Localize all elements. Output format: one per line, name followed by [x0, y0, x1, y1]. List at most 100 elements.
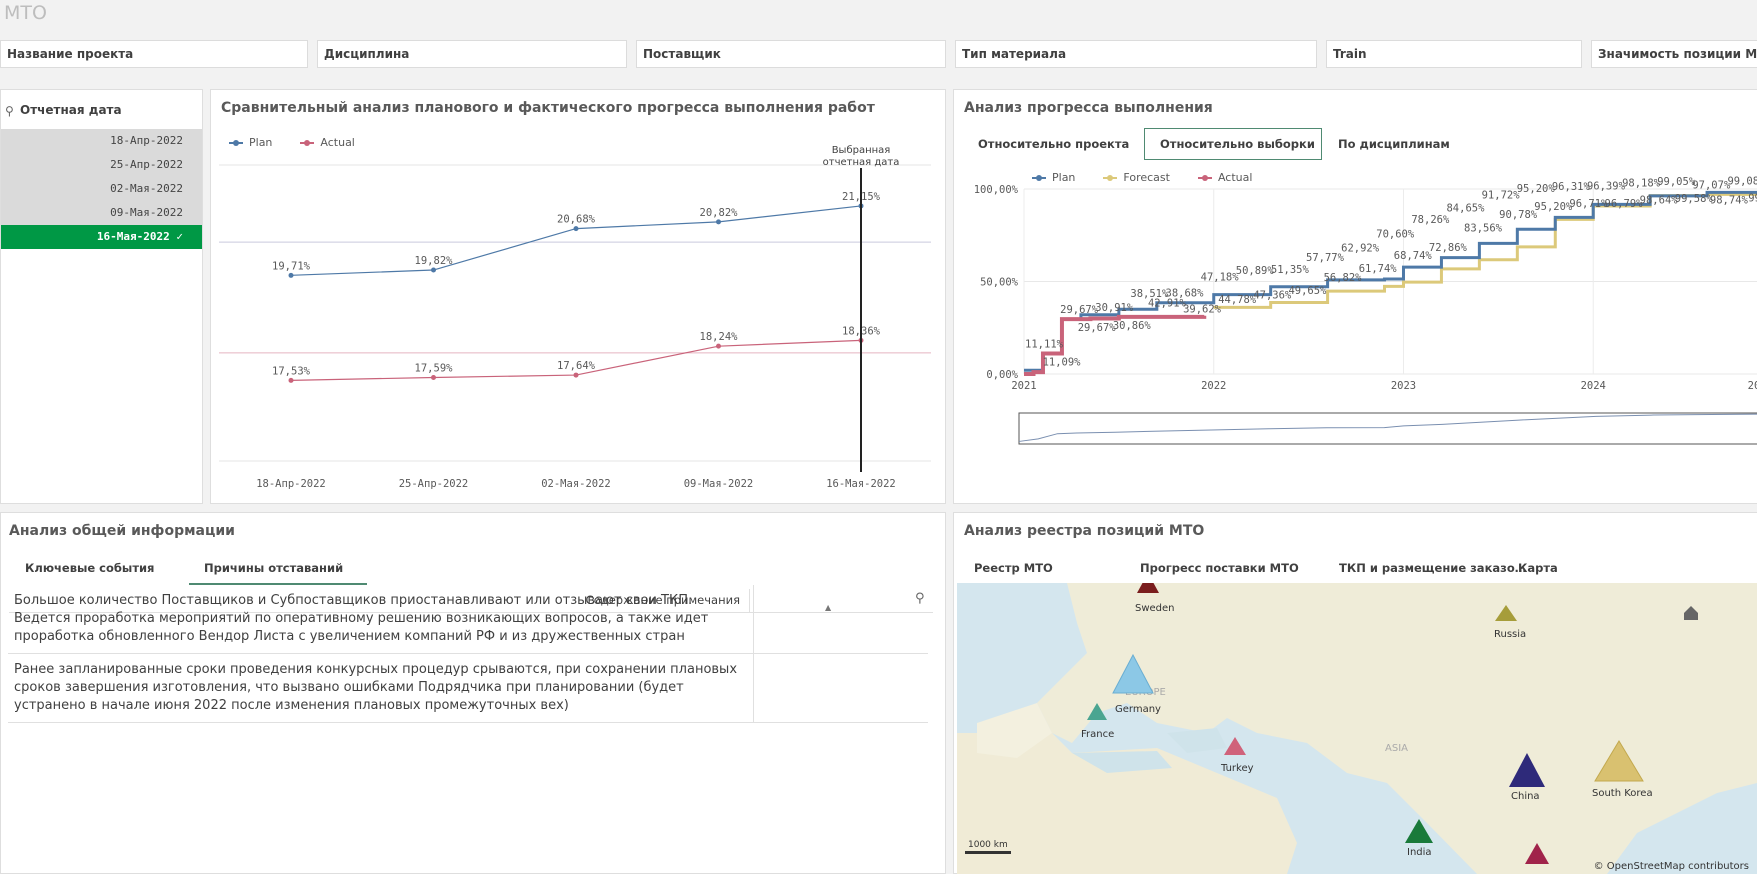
- data-label: 30,91%: [1095, 302, 1134, 314]
- legend-forecast[interactable]: Forecast: [1103, 171, 1170, 184]
- black-sea: [1167, 728, 1227, 753]
- map-view[interactable]: EUROPE ASIA Sweden Russia Germany France…: [957, 583, 1757, 874]
- table-row[interactable]: Большое количество Поставщиков и Субпост…: [8, 585, 928, 654]
- map-label-south-korea: South Korea: [1592, 788, 1653, 799]
- data-label: 42,91%: [1148, 298, 1187, 310]
- map-marker-france[interactable]: [1087, 703, 1107, 720]
- search-icon[interactable]: ⚲: [915, 591, 925, 606]
- home-icon[interactable]: [1684, 606, 1698, 620]
- compare-chart[interactable]: 19,71%19,82%20,68%20,82%21,15%17,53%17,5…: [211, 90, 946, 504]
- data-point[interactable]: [431, 267, 436, 273]
- data-label: 39,62%: [1183, 304, 1222, 316]
- x-tick-label: 09-Мая-2022: [684, 478, 754, 490]
- map-label-china: China: [1511, 791, 1540, 802]
- data-point[interactable]: [431, 374, 436, 380]
- filter-discipline[interactable]: Дисциплина: [317, 40, 627, 68]
- tab-delivery-progress[interactable]: Прогресс поставки МТО: [1140, 561, 1299, 575]
- map-label-russia: Russia: [1494, 629, 1526, 640]
- region-label: ASIA: [1385, 743, 1408, 754]
- data-label: 70,60%: [1376, 228, 1415, 240]
- sort-ascending-icon[interactable]: ▲: [825, 603, 832, 612]
- map-marker-russia[interactable]: [1495, 605, 1517, 621]
- forecast-swatch: [1103, 174, 1118, 181]
- data-label: 38,68%: [1166, 287, 1205, 299]
- legend-plan[interactable]: Plan: [1032, 171, 1075, 184]
- date-item[interactable]: 25-Апр-2022: [1, 153, 202, 177]
- data-label: 99,61: [1748, 193, 1757, 205]
- progress-title: Анализ прогресса выполнения: [964, 100, 1213, 116]
- tab-key-events[interactable]: Ключевые события: [25, 561, 155, 575]
- column-divider: [749, 589, 750, 613]
- filter-project[interactable]: Название проекта: [0, 40, 308, 68]
- legend-actual[interactable]: Actual: [1197, 171, 1252, 184]
- data-point[interactable]: [573, 226, 579, 232]
- data-label: 19,71%: [272, 260, 311, 272]
- data-label: 20,68%: [557, 214, 596, 226]
- data-point[interactable]: [716, 343, 721, 349]
- tab-selection[interactable]: Относительно выборки: [1160, 137, 1315, 151]
- x-tick-label: 02-Мая-2022: [541, 478, 611, 490]
- date-item[interactable]: 16-Мая-2022 ✓: [1, 225, 202, 249]
- data-label: 98,74%: [1710, 194, 1749, 206]
- data-label: 72,86%: [1429, 242, 1468, 254]
- progress-panel: Анализ прогресса выполнения Относительно…: [953, 89, 1757, 504]
- map-label-germany: Germany: [1115, 704, 1161, 715]
- y-tick-label: 50,00%: [980, 277, 1019, 289]
- data-label: 56,82%: [1324, 272, 1363, 284]
- tab-disciplines[interactable]: По дисциплинам: [1338, 137, 1450, 151]
- search-icon[interactable]: ⚲: [5, 104, 14, 118]
- data-label: 78,26%: [1411, 214, 1450, 226]
- tab-registry[interactable]: Реестр МТО: [974, 561, 1053, 575]
- map-marker-china[interactable]: [1509, 753, 1545, 787]
- progress-chart[interactable]: 0,00% 50,00% 100,00% 2021 2022 2023 2024 20 11,1…: [954, 90, 1757, 504]
- map-marker-south-korea[interactable]: [1594, 740, 1644, 782]
- map-label-france: France: [1081, 729, 1114, 740]
- info-panel: Анализ общей информации Ключевые события…: [0, 512, 946, 874]
- date-item[interactable]: 09-Мая-2022: [1, 201, 202, 225]
- y-tick-label: 0,00%: [986, 369, 1018, 381]
- series-line: [1024, 314, 1207, 376]
- map-marker-india[interactable]: [1405, 819, 1433, 843]
- data-label: 18,24%: [700, 331, 739, 343]
- table-row[interactable]: Ранее запланированные сроки проведения к…: [8, 654, 928, 723]
- info-title: Анализ общей информации: [9, 523, 235, 539]
- filter-material-type[interactable]: Тип материала: [955, 40, 1317, 68]
- x-tick-label: 2024: [1581, 380, 1606, 392]
- data-label: 30,86%: [1113, 320, 1152, 332]
- date-item[interactable]: 18-Апр-2022: [1, 129, 202, 153]
- map-canvas[interactable]: EUROPE ASIA Sweden Russia Germany France…: [957, 583, 1757, 874]
- note-text: Большое количество Поставщиков и Субпост…: [8, 585, 754, 653]
- tab-map[interactable]: Карта: [1518, 561, 1558, 575]
- tab-delay-reasons[interactable]: Причины отставаний: [204, 561, 344, 575]
- date-item[interactable]: 02-Мая-2022: [1, 177, 202, 201]
- tab-selection-frame[interactable]: [1144, 128, 1322, 160]
- x-tick-label: 20: [1748, 380, 1757, 392]
- map-attribution[interactable]: © OpenStreetMap contributors: [1594, 861, 1749, 872]
- data-label: 90,78%: [1499, 209, 1538, 221]
- navigator-line: [1018, 413, 1757, 442]
- data-point[interactable]: [573, 372, 579, 378]
- filter-train[interactable]: Train: [1326, 40, 1582, 68]
- range-navigator[interactable]: [1018, 412, 1757, 445]
- tab-proposals-orders[interactable]: ТКП и размещение заказо…: [1339, 561, 1527, 575]
- active-tab-underline: [189, 583, 367, 585]
- actual-swatch: [1197, 174, 1212, 181]
- data-point[interactable]: [288, 272, 294, 278]
- legend-actual[interactable]: Actual: [300, 136, 355, 149]
- y-tick-label: 100,00%: [974, 184, 1019, 196]
- filter-supplier[interactable]: Поставщик: [636, 40, 946, 68]
- map-marker-turkey[interactable]: [1224, 737, 1246, 755]
- data-label: 11,11%: [1025, 338, 1064, 350]
- map-marker-germany[interactable]: [1112, 653, 1154, 694]
- data-label: 96,39%: [1587, 181, 1626, 193]
- data-label: 95,20%: [1517, 183, 1556, 195]
- map-marker-sweden[interactable]: [1137, 583, 1159, 593]
- data-point[interactable]: [716, 219, 721, 225]
- legend-plan[interactable]: Plan: [229, 136, 272, 149]
- filter-significance[interactable]: Значимость позиции МТО: [1591, 40, 1757, 68]
- data-point[interactable]: [288, 377, 294, 383]
- data-label: 98,64%: [1640, 195, 1679, 207]
- map-marker[interactable]: [1525, 843, 1549, 864]
- tab-project[interactable]: Относительно проекта: [978, 137, 1130, 151]
- column-header[interactable]: Содержание примечания: [585, 593, 740, 607]
